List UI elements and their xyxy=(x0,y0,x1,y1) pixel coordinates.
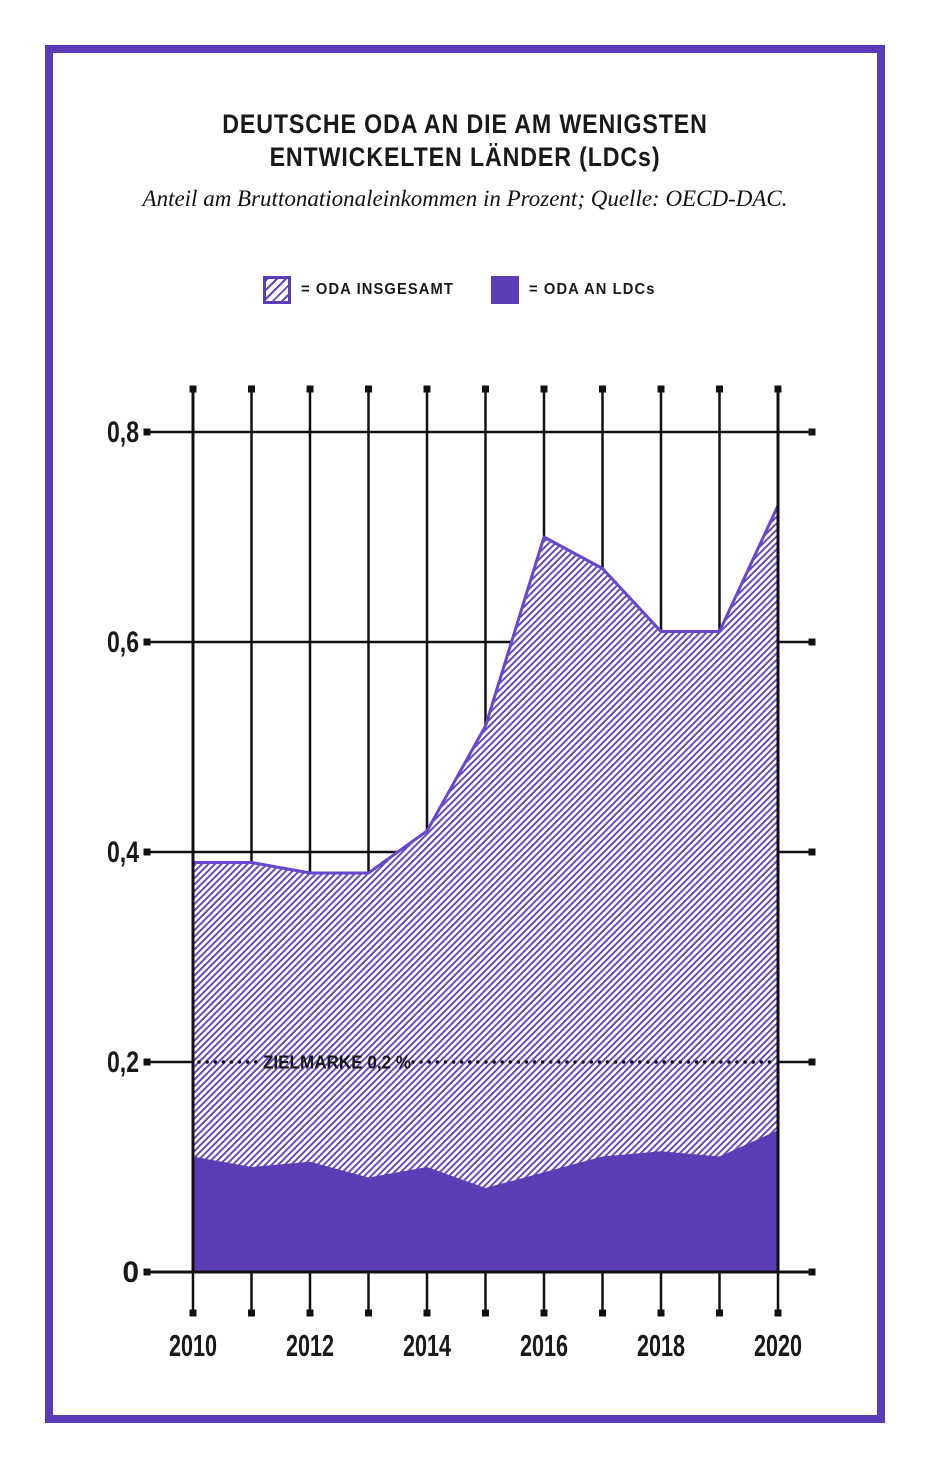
year-top-marker xyxy=(657,385,665,393)
year-top-marker xyxy=(248,385,255,393)
legend-label: = ODA AN LDCs xyxy=(529,281,656,298)
x-axis: 2010 2012 2014 2016 2018 2020 xyxy=(169,1272,802,1363)
y-tick-marker xyxy=(808,848,816,856)
y-tick-marker xyxy=(808,1268,816,1276)
x-tick-marker xyxy=(482,1309,489,1317)
x-tick-label: 2014 xyxy=(403,1328,452,1363)
x-tick-label: 2016 xyxy=(520,1328,568,1363)
area-total-hatch xyxy=(193,505,778,1272)
y-tick-marker xyxy=(143,848,151,856)
y-tick-label: 0,6 xyxy=(107,626,139,659)
x-tick-marker xyxy=(306,1309,314,1317)
y-tick-marker xyxy=(143,428,151,436)
legend-item-oda-insgesamt: = ODA INSGESAMT xyxy=(263,276,467,304)
chart-title-line1: DEUTSCHE ODA AN DIE AM WENIGSTEN xyxy=(222,109,708,139)
x-tick-label: 2012 xyxy=(286,1328,334,1363)
y-tick-marker xyxy=(808,638,816,646)
legend-label: = ODA INSGESAMT xyxy=(301,281,455,298)
x-tick-label: 2018 xyxy=(637,1328,685,1363)
legend-item-oda-ldcs: = ODA AN LDCs xyxy=(491,276,667,304)
area-oda-ldcs xyxy=(193,1130,778,1272)
year-top-marker xyxy=(423,385,431,393)
x-tick-marker xyxy=(774,1309,782,1317)
solid-swatch-icon xyxy=(491,276,520,304)
y-tick-marker xyxy=(143,638,151,646)
x-tick-marker xyxy=(423,1309,431,1317)
x-tick-marker xyxy=(716,1309,723,1317)
y-tick-marker xyxy=(808,428,816,436)
x-tick-label: 2020 xyxy=(754,1328,802,1363)
y-tick-marker xyxy=(808,1058,816,1066)
target-line-group: ZIELMARKE 0,2 % xyxy=(197,1053,809,1073)
target-line-label: ZIELMARKE 0,2 % xyxy=(263,1053,411,1073)
x-tick-marker xyxy=(189,1309,197,1317)
chart-subtitle: Anteil am Bruttonationaleinkommen in Pro… xyxy=(142,186,788,211)
year-top-marker xyxy=(716,385,723,393)
x-tick-label: 2010 xyxy=(169,1328,217,1363)
x-tick-marker xyxy=(365,1309,372,1317)
year-top-marker xyxy=(189,385,197,393)
year-top-marker xyxy=(306,385,314,393)
y-tick-label: 0,4 xyxy=(107,836,139,869)
chart-header: DEUTSCHE ODA AN DIE AM WENIGSTEN ENTWICK… xyxy=(0,108,930,212)
chart-legend: = ODA INSGESAMT = ODA AN LDCs xyxy=(0,276,930,304)
y-tick-marker xyxy=(143,1058,151,1066)
year-top-marker xyxy=(365,385,372,393)
x-tick-marker xyxy=(540,1309,548,1317)
year-top-marker xyxy=(774,385,782,393)
year-top-marker xyxy=(540,385,548,393)
y-tick-label: 0 xyxy=(122,1256,139,1289)
x-tick-marker xyxy=(599,1309,606,1317)
year-top-marker xyxy=(482,385,489,393)
x-tick-marker xyxy=(248,1309,255,1317)
x-tick-marker xyxy=(657,1309,665,1317)
y-tick-label: 0,8 xyxy=(107,416,139,449)
y-tick-marker xyxy=(143,1268,151,1276)
year-top-marker xyxy=(599,385,606,393)
hatched-swatch-icon xyxy=(263,276,292,304)
area-oda-insgesamt xyxy=(193,504,780,1272)
y-tick-label: 0,2 xyxy=(107,1046,139,1079)
chart-title-line2: ENTWICKELTEN LÄNDER (LDCs) xyxy=(269,142,661,172)
area-total-boundary xyxy=(193,504,780,875)
plot-edges xyxy=(150,390,809,1274)
